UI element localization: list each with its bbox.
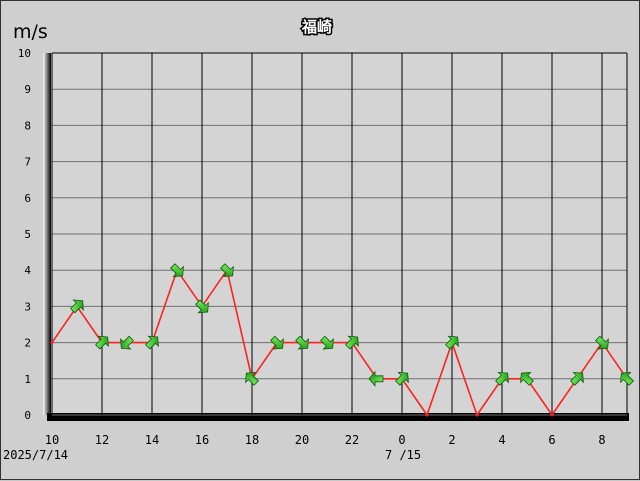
x-tick-label: 12 [95, 433, 109, 447]
wind-arrow [295, 335, 309, 350]
wind-arrow [245, 371, 259, 386]
wind-arrow-shape [270, 335, 284, 350]
x-tick-label: 14 [145, 433, 159, 447]
wind-arrow-shape [320, 335, 334, 350]
y-tick-label: 3 [24, 300, 31, 313]
chart-title: 福崎 [301, 18, 332, 36]
wind-arrow-shape [220, 263, 234, 278]
wind-arrow-shape [445, 335, 459, 350]
wind-arrow [320, 335, 334, 350]
x-tick-labels: 10 12 14 16 18 20 22 0 2 4 6 8 [45, 433, 606, 447]
x-axis-bar [47, 413, 629, 421]
wind-arrow-shape [120, 335, 134, 350]
wind-arrow [570, 371, 584, 386]
wind-arrow-shape [368, 370, 384, 387]
wind-arrow-shape [345, 335, 359, 350]
y-axis-unit: m/s [13, 21, 48, 43]
wind-arrow [445, 335, 459, 350]
data-point [475, 413, 479, 417]
wind-arrow [220, 263, 234, 278]
wind-arrow [120, 335, 134, 350]
x-tick-label: 2 [448, 433, 455, 447]
y-tick-label: 10 [18, 47, 31, 60]
y-tick-label: 2 [24, 337, 31, 350]
y-tick-label: 7 [24, 156, 31, 169]
y-tick-labels: 0 1 2 3 4 5 6 7 8 9 10 [18, 47, 32, 422]
wind-arrow [495, 371, 509, 386]
x-tick-label: 10 [45, 433, 59, 447]
wind-arrow [520, 371, 534, 386]
x-tick-label: 22 [345, 433, 359, 447]
wind-arrow-shape [520, 371, 534, 386]
y-tick-label: 8 [24, 119, 31, 132]
x-tick-label: 16 [195, 433, 209, 447]
wind-arrow [170, 263, 184, 278]
y-tick-label: 1 [24, 373, 31, 386]
x-tick-label: 8 [598, 433, 605, 447]
wind-arrow [620, 371, 634, 386]
wind-arrow-shape [395, 371, 409, 386]
wind-direction-arrows [70, 263, 634, 387]
wind-arrow-shape [295, 335, 309, 350]
wind-arrow [70, 299, 84, 314]
x-tick-label: 6 [548, 433, 555, 447]
y-tick-label: 6 [24, 192, 31, 205]
wind-arrow [395, 371, 409, 386]
wind-arrow [368, 370, 384, 387]
wind-arrow [270, 335, 284, 350]
wind-arrow-shape [70, 299, 84, 314]
y-tick-label: 5 [24, 228, 31, 241]
wind-arrow-shape [495, 371, 509, 386]
wind-arrow-shape [195, 299, 209, 314]
wind-arrow-shape [145, 335, 159, 350]
data-point [50, 341, 54, 345]
x-tick-label: 20 [295, 433, 309, 447]
x-tick-label: 18 [245, 433, 259, 447]
wind-arrow [595, 335, 609, 350]
x-tick-label: 0 [398, 433, 405, 447]
wind-arrow [145, 335, 159, 350]
wind-arrow-shape [170, 263, 184, 278]
wind-arrow-shape [245, 371, 259, 386]
x-tick-label: 4 [498, 433, 505, 447]
date-label-next-day: 7 /15 [385, 448, 421, 462]
wind-arrow-shape [570, 371, 584, 386]
wind-arrow [195, 299, 209, 314]
wind-arrow [95, 335, 109, 350]
y-tick-label: 9 [24, 83, 31, 96]
wind-arrow-shape [595, 335, 609, 350]
wind-arrow-shape [95, 335, 109, 350]
date-label-start: 2025/7/14 [3, 448, 68, 462]
data-point [550, 413, 554, 417]
wind-arrow-shape [620, 371, 634, 386]
data-point [425, 413, 429, 417]
wind-arrow [345, 335, 359, 350]
y-tick-label: 4 [24, 264, 31, 277]
y-axis-bar [43, 53, 51, 415]
y-tick-label: 0 [24, 409, 31, 422]
